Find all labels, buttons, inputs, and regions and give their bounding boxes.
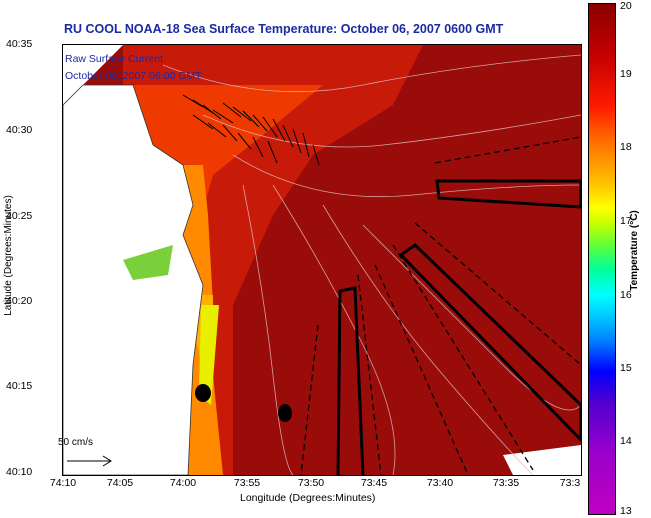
y-axis-label: Latitude (Degrees:Minutes) <box>2 195 14 316</box>
y-tick-5: 40:10 <box>6 466 33 478</box>
colorbar-tick-14: 14 <box>620 435 632 447</box>
legend-line-1: Raw Surface Current <box>65 53 164 65</box>
x-tick-8: 73:3 <box>559 477 581 489</box>
colorbar-tick-13: 13 <box>620 505 632 517</box>
river-green <box>123 245 173 280</box>
survey-polygons <box>336 179 581 475</box>
x-tick-1: 74:05 <box>106 477 134 489</box>
x-tick-0: 74:10 <box>49 477 77 489</box>
colorbar-tick-18: 18 <box>620 141 632 153</box>
y-tick-0: 40:35 <box>6 38 33 50</box>
temperature-colorbar <box>588 3 616 515</box>
station-dot-2 <box>278 404 292 422</box>
scale-label: 50 cm/s <box>58 437 94 448</box>
contour-lines <box>162 54 581 475</box>
colorbar-tick-19: 19 <box>620 68 632 80</box>
y-tick-4: 40:15 <box>6 380 33 392</box>
x-tick-7: 73:35 <box>492 477 520 489</box>
colorbar-tick-16: 16 <box>620 289 632 301</box>
current-vectors <box>182 94 320 166</box>
x-tick-4: 73:50 <box>297 477 325 489</box>
y-tick-3: 40:20 <box>6 295 33 307</box>
map-title: RU COOL NOAA-18 Sea Surface Temperature:… <box>64 22 504 36</box>
scale-arrow <box>67 455 112 467</box>
x-tick-5: 73:45 <box>360 477 388 489</box>
x-tick-3: 73:55 <box>233 477 261 489</box>
x-tick-6: 73:40 <box>426 477 454 489</box>
x-tick-2: 74:00 <box>169 477 197 489</box>
dashed-transects <box>300 136 581 475</box>
colorbar-tick-17: 17 <box>620 215 632 227</box>
colorbar-tick-20: 20 <box>620 0 632 12</box>
sst-map-graphic <box>63 45 581 475</box>
legend-line-2: October 06, 2007 06:00 GMT <box>65 70 202 82</box>
y-tick-2: 40:25 <box>6 210 33 222</box>
x-axis-label: Longitude (Degrees:Minutes) <box>240 492 376 504</box>
sst-map: Raw Surface Current October 06, 2007 06:… <box>62 44 582 476</box>
colorbar-tick-15: 15 <box>620 362 632 374</box>
y-tick-1: 40:30 <box>6 124 33 136</box>
station-dot-1 <box>195 384 211 402</box>
yellow-patch <box>199 305 219 405</box>
